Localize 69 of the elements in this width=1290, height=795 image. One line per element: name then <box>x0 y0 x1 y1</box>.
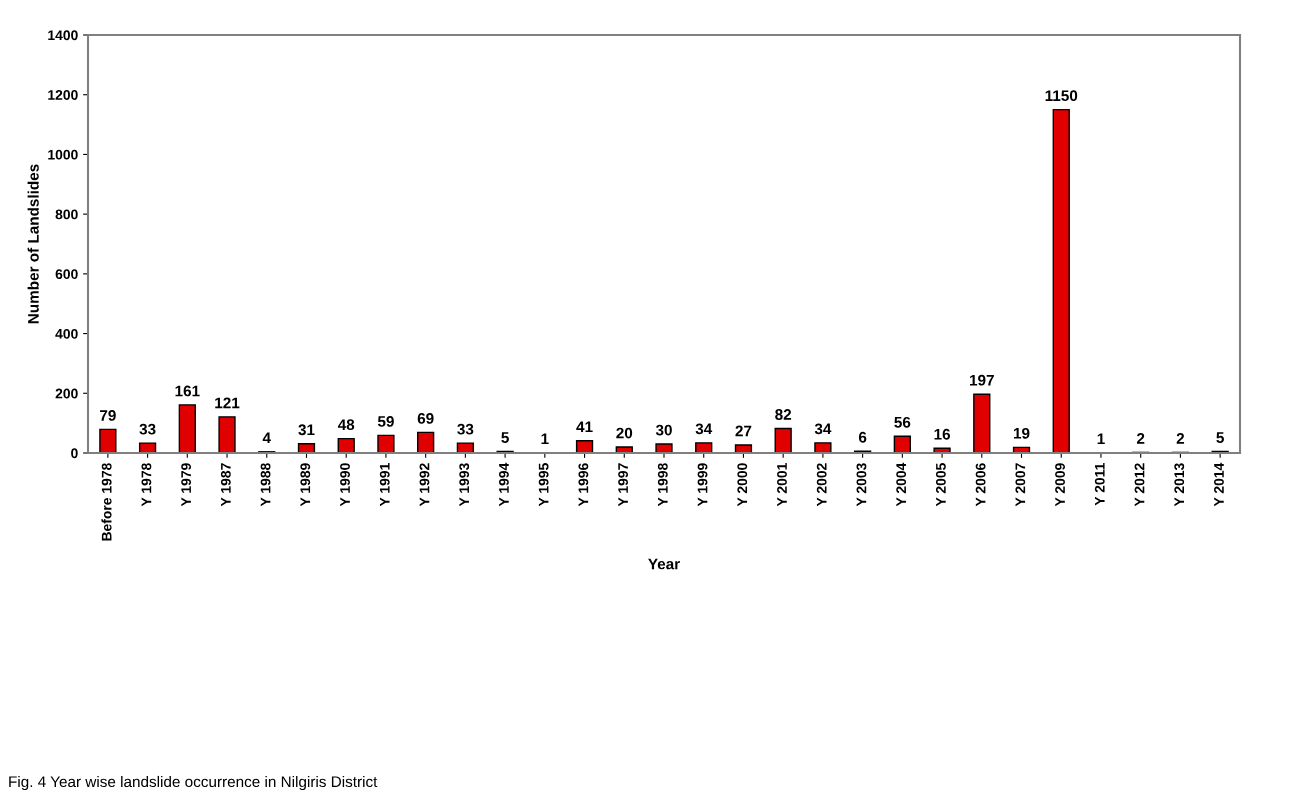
data-label: 5 <box>1216 432 1224 443</box>
y-tick-label: 200 <box>55 388 78 399</box>
data-label: 34 <box>814 423 832 435</box>
x-tick-label: Y 1995 <box>538 463 549 507</box>
data-label: 79 <box>100 410 116 421</box>
data-label: 2 <box>1136 433 1145 444</box>
x-tick-label: Y 2014 <box>1214 462 1224 507</box>
x-tick-label: Y 2001 <box>777 463 787 507</box>
y-tick-label: 800 <box>55 209 78 220</box>
x-axis-title: Year <box>648 558 680 570</box>
data-label: 20 <box>616 427 633 439</box>
data-label: 4 <box>262 432 271 444</box>
x-tick-label: Y 1989 <box>300 463 311 507</box>
x-tick-label: Y 1999 <box>697 463 708 507</box>
x-tick-label: Y 1988 <box>260 463 271 507</box>
x-tick-label: Y 1997 <box>618 463 628 507</box>
x-tick-label: Y 1978 <box>141 463 152 507</box>
data-label: 19 <box>1013 427 1030 439</box>
x-tick-label: Y 2011 <box>1094 463 1105 506</box>
data-label: 31 <box>298 424 315 436</box>
x-tick-label: Y 1987 <box>220 463 231 507</box>
y-tick-label: 1000 <box>48 149 78 160</box>
x-tick-label: Y 2009 <box>1055 463 1065 507</box>
x-tick-label: Y 2003 <box>856 463 867 507</box>
x-tick-label: Before 1978 <box>101 463 112 541</box>
data-label: 82 <box>775 409 792 420</box>
x-tick-label: Y 1993 <box>459 463 470 507</box>
x-tick-label: Y 2000 <box>737 463 748 507</box>
y-axis-title: Number of Landslides <box>27 164 39 324</box>
data-label: 69 <box>417 413 434 424</box>
x-tick-label: Y 1998 <box>657 463 668 507</box>
data-label: 1 <box>1097 433 1105 444</box>
data-label: 30 <box>655 424 672 436</box>
y-tick-label: 400 <box>55 328 78 339</box>
y-tick-label: 0 <box>71 448 78 459</box>
data-label: 59 <box>377 415 394 427</box>
data-label: 1 <box>541 433 549 444</box>
x-tick-label: Y 1996 <box>578 463 589 507</box>
data-label: 1150 <box>1045 90 1078 102</box>
data-label: 27 <box>735 425 752 437</box>
data-label: 6 <box>858 431 867 443</box>
data-label: 56 <box>894 416 911 428</box>
x-tick-label: Y 2004 <box>896 462 907 507</box>
data-label: 16 <box>934 428 951 440</box>
data-label: 5 <box>501 432 509 443</box>
x-tick-label: Y 1994 <box>499 462 509 507</box>
data-label: 41 <box>576 421 593 433</box>
x-tick-label: Y 1991 <box>379 463 390 507</box>
data-label: 121 <box>215 397 240 409</box>
data-label: 161 <box>175 385 200 397</box>
data-label: 48 <box>337 419 355 431</box>
caption: Fig. 4 Year wise landslide occurrence in Nilgiris District <box>9 775 378 791</box>
x-tick-label: Y 1992 <box>419 463 430 507</box>
y-tick-label: 600 <box>55 269 78 280</box>
x-tick-label: Y 2006 <box>975 463 986 507</box>
y-tick-label: 1400 <box>48 30 78 41</box>
data-label: 33 <box>139 423 156 435</box>
x-tick-label: Y 2013 <box>1174 463 1185 507</box>
x-tick-label: Y 2012 <box>1134 463 1145 507</box>
x-tick-label: Y 2002 <box>816 463 827 507</box>
data-label: 197 <box>970 374 994 386</box>
data-label: 2 <box>1176 433 1185 444</box>
x-tick-label: Y 1979 <box>181 463 192 507</box>
data-label: 34 <box>695 423 713 435</box>
data-label: 33 <box>457 423 474 435</box>
x-tick-label: Y 2007 <box>1015 463 1026 507</box>
x-tick-label: Y 2005 <box>935 463 946 507</box>
y-tick-label: 1200 <box>48 90 78 100</box>
x-tick-label: Y 1990 <box>340 463 350 507</box>
